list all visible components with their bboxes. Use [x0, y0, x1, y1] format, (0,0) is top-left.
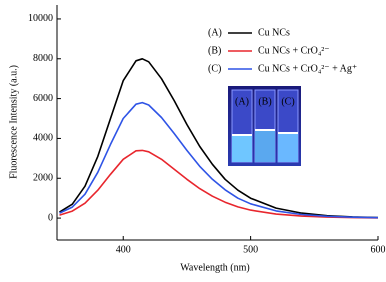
legend-label: (B): [208, 45, 221, 56]
y-tick-label: 10000: [28, 13, 53, 24]
inset-photo: [228, 86, 301, 166]
inset-label: (A): [235, 96, 249, 107]
x-tick-label: 500: [243, 244, 258, 255]
y-tick-label: 4000: [33, 133, 53, 144]
y-tick-label: 8000: [33, 53, 53, 64]
spectrum-line: [59, 57, 379, 219]
y-tick-label: 0: [48, 212, 53, 223]
spectrum-line: [59, 149, 379, 219]
y-tick-label: 2000: [33, 173, 53, 184]
legend-entry: Cu NCs + CrO₄²⁻: [258, 45, 330, 56]
x-axis-label: Wavelength (nm): [180, 262, 249, 273]
legend-entry: Cu NCs: [258, 27, 290, 38]
x-tick-label: 400: [116, 244, 131, 255]
legend-label: (C): [208, 63, 221, 74]
legend-label: (A): [208, 27, 222, 38]
inset-label: (B): [258, 96, 271, 107]
spectrum-line: [59, 101, 379, 219]
inset-label: (C): [281, 96, 294, 107]
y-axis-label: Fluorescence Intensity (a.u.): [8, 65, 19, 179]
legend-entry: Cu NCs + CrO₄²⁻ + Ag⁺: [258, 63, 357, 74]
y-tick-label: 6000: [33, 93, 53, 104]
x-tick-label: 600: [371, 244, 386, 255]
